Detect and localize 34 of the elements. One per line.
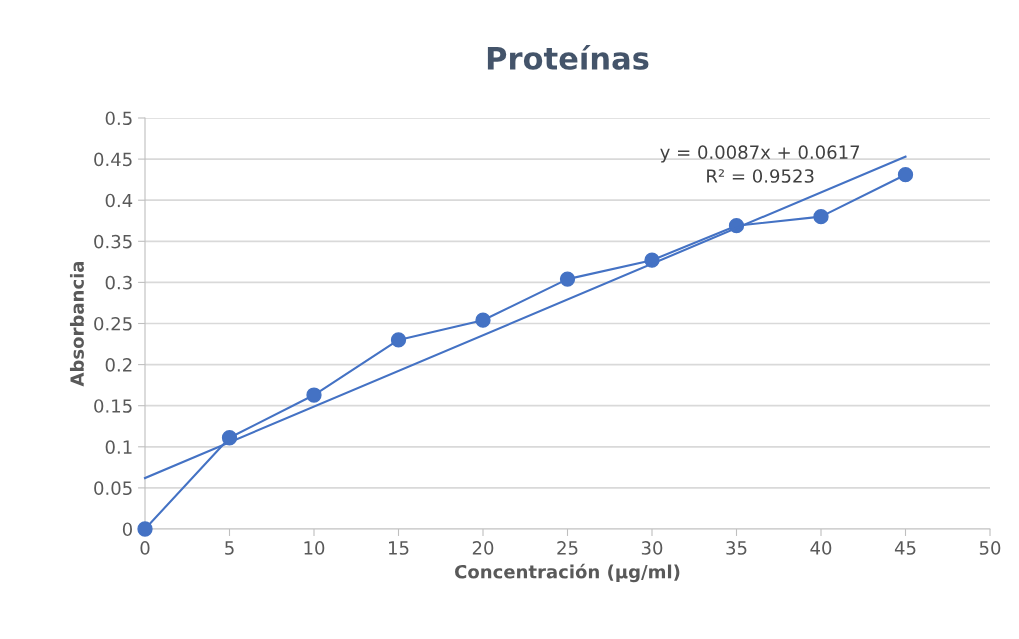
annotation: y = 0.0087x + 0.0617 [660,145,860,163]
point [137,521,153,537]
x-axis-title: Concentración (µg/ml) [455,563,680,583]
y-tick-label: 0.5 [105,111,132,126]
x-tick-label: 10 [304,541,325,555]
chart-title: Proteínas [487,44,649,70]
x-tick-label: 35 [726,541,747,555]
y-tick-label: 0.45 [94,152,132,167]
point [813,209,829,225]
y-tick-label: 0 [122,522,132,537]
x-tick-label: 15 [389,541,409,555]
point [897,167,914,183]
x-tick-label: 40 [810,541,832,555]
y-tick-label: 0.05 [94,481,132,496]
point [306,387,322,403]
y-tick-label: 0.35 [94,234,132,249]
x-tick-label: 5 [225,541,234,555]
annotation: R² = 0.9523 [707,169,814,183]
y-tick-label: 0.25 [94,316,132,331]
x-tick-label: 45 [894,541,916,555]
point [475,312,491,328]
x-tick-label: 30 [641,541,663,555]
x-tick-label: 20 [472,541,494,555]
point [390,332,407,348]
y-tick-label: 0.1 [105,440,132,454]
x-tick-label: 0 [140,541,150,555]
y-tick-label: 0.3 [105,275,132,290]
point [559,271,576,287]
x-tick-label: 25 [557,541,578,555]
x-tick-label: 50 [979,541,1001,555]
y-tick-label: 0.4 [105,193,133,208]
y-tick-label: 0.2 [105,358,132,372]
y-tick-label: 0.15 [94,399,132,413]
y-axis-title: Absorbancia [69,261,84,387]
